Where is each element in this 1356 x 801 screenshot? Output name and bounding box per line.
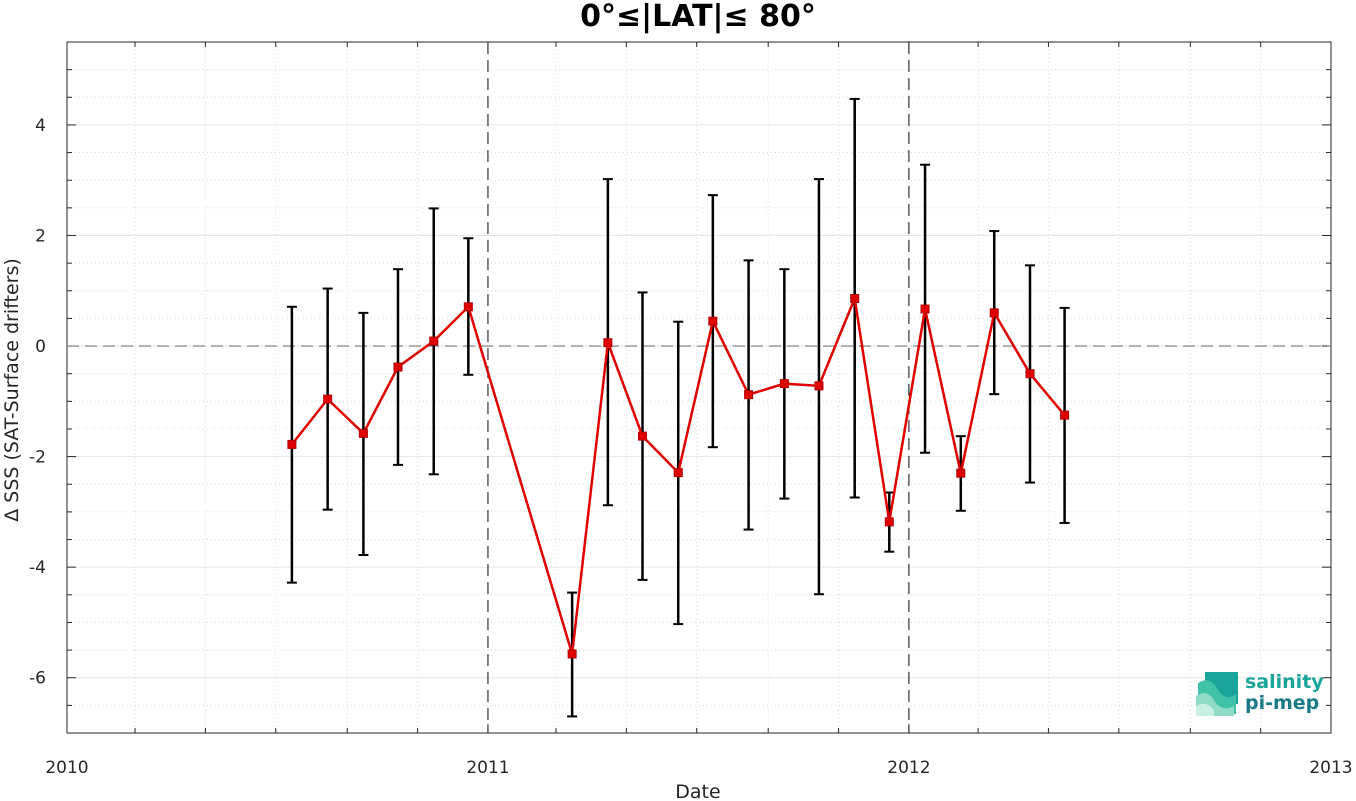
data-point — [920, 304, 930, 314]
y-tick-label: 2 — [35, 226, 46, 246]
logo-line-2: pi-mep — [1245, 692, 1319, 714]
data-point — [323, 394, 333, 404]
data-point — [1025, 369, 1035, 379]
data-point — [673, 468, 683, 478]
data-point — [779, 379, 789, 389]
y-axis-label: Δ SSS (SAT-Surface drifters) — [1, 258, 23, 522]
logo-mark-icon — [1196, 672, 1238, 716]
axes-box — [66, 41, 1332, 734]
logo-line-1: salinity — [1245, 671, 1324, 693]
data-point — [814, 381, 824, 391]
error-bars — [286, 97, 1070, 718]
grid — [67, 41, 1331, 734]
data-point — [708, 316, 718, 326]
data-point — [463, 302, 473, 312]
x-tick-label: 2010 — [45, 758, 88, 778]
data-point — [989, 308, 999, 318]
data-point — [287, 439, 297, 449]
data-point — [393, 362, 403, 372]
y-tick-label: -2 — [29, 448, 46, 468]
y-tick-label: -6 — [29, 669, 46, 689]
data-point — [1060, 410, 1070, 420]
salinity-pi-mep-logo: salinity pi-mep — [1196, 671, 1324, 716]
x-tick-label: 2012 — [887, 758, 930, 778]
reference-lines — [67, 42, 1331, 733]
y-tick-label: 4 — [35, 116, 46, 136]
tick-labels: 2010 2011 2012 2013 4 2 0 -2 -4 -6 — [29, 116, 1353, 778]
data-point — [429, 336, 439, 346]
y-tick-label: 0 — [35, 337, 46, 357]
series-points — [287, 293, 1070, 659]
y-tick-label: -4 — [29, 558, 46, 578]
data-point — [637, 431, 647, 441]
chart-title: 0°≤|LAT|≤ 80° — [580, 0, 816, 34]
x-tick-label: 2013 — [1309, 758, 1352, 778]
x-axis-label: Date — [675, 781, 720, 801]
data-point — [603, 338, 613, 348]
data-point — [956, 468, 966, 478]
data-point — [884, 517, 894, 527]
data-point — [358, 428, 368, 438]
data-point — [567, 649, 577, 659]
x-tick-label: 2011 — [466, 758, 509, 778]
plot-frame — [66, 41, 1332, 734]
data-point — [850, 293, 860, 303]
data-point — [744, 390, 754, 400]
